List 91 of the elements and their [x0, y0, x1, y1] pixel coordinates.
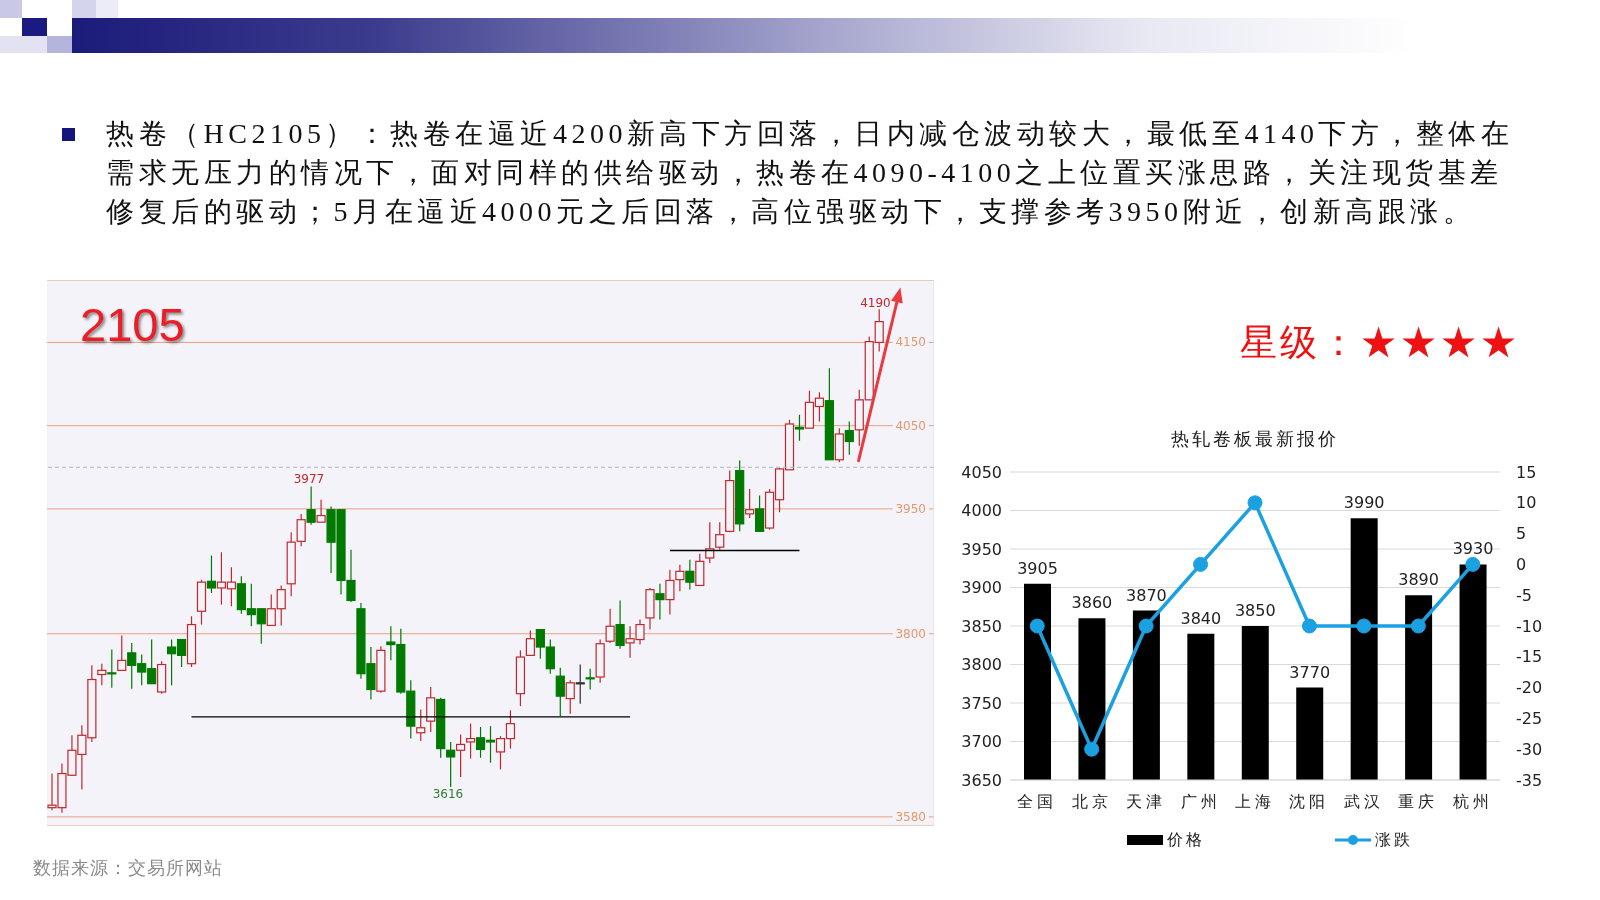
point [1138, 618, 1154, 634]
y-tick-label: 3800 [895, 626, 926, 641]
y2-tick-label: 5 [1516, 524, 1527, 544]
y2-tick-label: -20 [1516, 678, 1543, 698]
annotation: 3977 [293, 472, 325, 486]
candlestick [565, 679, 575, 715]
data-label: 3890 [1398, 570, 1439, 590]
candlestick [117, 634, 127, 671]
candlestick [296, 513, 306, 547]
y-tick-label: 4150 [895, 335, 926, 350]
candlestick [705, 521, 715, 564]
annotation: 4190 [860, 296, 891, 310]
point [1301, 618, 1317, 634]
data-label: 3905 [1017, 558, 1058, 578]
y2-tick-label: 10 [1516, 493, 1537, 513]
y2-tick-label: -25 [1516, 709, 1543, 729]
y-tick-label: 3750 [961, 693, 1002, 713]
y2-tick-label: 0 [1516, 555, 1527, 575]
candlestick [585, 668, 595, 691]
candlestick [715, 521, 725, 551]
data-label: 3930 [1452, 539, 1494, 559]
x-tick-label: 广州 [1180, 793, 1221, 811]
y-tick-label: 3900 [961, 578, 1002, 598]
candlestick [107, 648, 117, 689]
candlestick [575, 663, 585, 705]
candlestick [605, 608, 615, 644]
y-tick-label: 3580 [895, 809, 926, 824]
x-tick-label: 武汉 [1343, 793, 1384, 811]
y-tick-label: 4000 [961, 501, 1002, 521]
chart-title: 热轧卷板最新报价 [1171, 429, 1339, 449]
candlestick [655, 583, 665, 621]
candlestick [97, 663, 107, 686]
point [1356, 618, 1372, 634]
data-label: 3990 [1343, 493, 1385, 513]
y2-tick-label: -15 [1516, 647, 1543, 667]
y2-tick-label: -35 [1516, 770, 1543, 790]
x-tick-label: 沈阳 [1289, 793, 1330, 811]
point [1410, 618, 1426, 634]
text: 星级：★★★★ [1240, 322, 1520, 363]
candlestick [665, 569, 675, 616]
candlestick [794, 414, 805, 442]
legend-label: 价格 [1167, 830, 1205, 848]
text: 热卷（HC2105）：热卷在逼近4200新高下方回落，日内减仓波动较大，最低至4140下方，整体在需求无压力的情况下，面对同样的供给驱动，热卷在4090-4100之上位置买涨思路，关注现货基差修复后的驱动；5月在逼近4000元之后回落，高位强驱动下，支撑参考3950附近，创新高跟涨。 [106, 118, 1514, 227]
chart-title: 2105 [80, 298, 185, 351]
y2-tick-label: -5 [1516, 585, 1532, 605]
point [1465, 556, 1481, 572]
x-tick-label: 杭州 [1451, 793, 1493, 811]
data-label: 3860 [1071, 593, 1113, 613]
candlestick [465, 723, 476, 760]
x-tick-label: 全国 [1017, 793, 1058, 811]
point [1029, 618, 1045, 634]
y2-tick-label: -30 [1516, 739, 1543, 759]
x-tick-label: 重庆 [1398, 793, 1439, 811]
data-label: 3850 [1234, 601, 1276, 620]
candlestick [426, 686, 436, 733]
candlestick [525, 629, 535, 656]
candlestick [446, 741, 456, 788]
y-tick-label: 3700 [961, 732, 1002, 752]
y-tick-label: 4050 [895, 418, 926, 433]
y-tick-label: 3800 [961, 655, 1002, 675]
y2-tick-label: 15 [1516, 462, 1537, 482]
candlestick [456, 733, 466, 778]
point [1084, 741, 1100, 757]
x-tick-label: 北京 [1071, 793, 1112, 811]
candlestick [745, 488, 755, 519]
y-tick-label: 3850 [961, 616, 1002, 636]
point [1193, 556, 1209, 572]
y-tick-label: 3650 [961, 770, 1002, 790]
point [1247, 495, 1263, 511]
data-label: 3840 [1180, 608, 1222, 628]
annotation: 3616 [432, 787, 464, 801]
x-tick-label: 上海 [1235, 793, 1275, 811]
y-tick-label: 4050 [961, 462, 1002, 482]
candlestick [316, 499, 326, 523]
candlestick [755, 494, 765, 532]
candlestick [844, 420, 854, 456]
candlestick [685, 559, 695, 591]
source-note: 数据来源：交易所网站 [33, 858, 223, 878]
candlestick [306, 485, 316, 526]
y-tick-label: 3950 [895, 501, 926, 516]
candlestick [675, 564, 685, 592]
data-label: 3870 [1126, 585, 1167, 605]
y2-tick-label: -10 [1516, 616, 1543, 636]
candlestick [555, 667, 565, 717]
x-tick-label: 天津 [1126, 793, 1167, 811]
data-label: 3770 [1289, 662, 1331, 682]
legend-label: 涨跌 [1375, 830, 1413, 848]
candlestick [615, 599, 625, 650]
y-tick-label: 3950 [961, 539, 1002, 559]
candlestick [416, 708, 426, 742]
candlestick [206, 554, 217, 594]
